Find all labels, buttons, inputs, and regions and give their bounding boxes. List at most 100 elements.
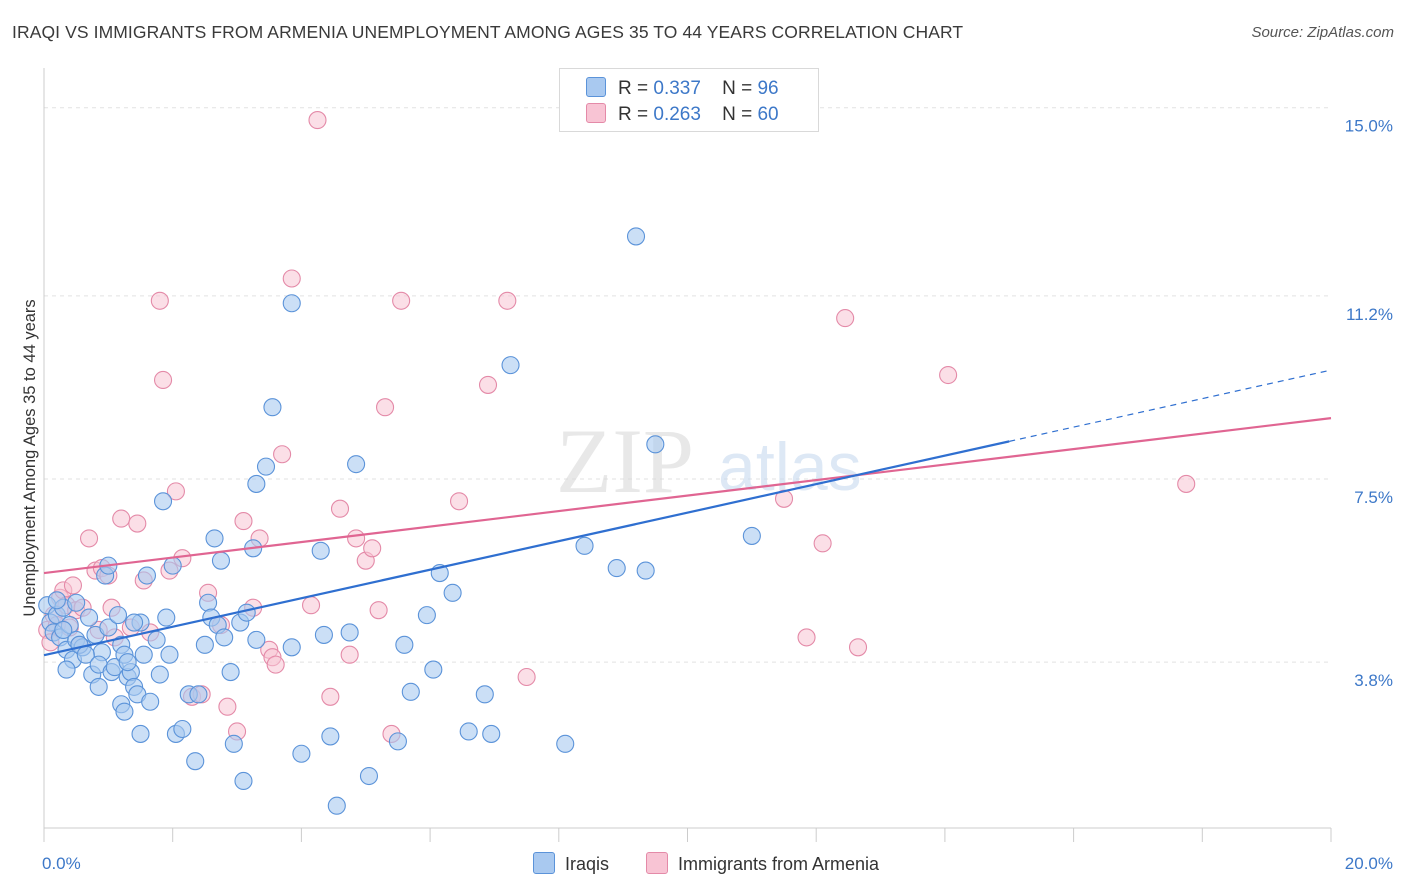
armenia-point <box>112 509 131 528</box>
legend-r-label: R = <box>618 104 649 125</box>
iraqis-point <box>195 635 214 654</box>
x-tick-label: 20.0% <box>1345 854 1393 873</box>
iraqis-point <box>157 608 176 627</box>
iraqis-point <box>199 593 218 612</box>
legend-r-value: 0.263 <box>653 104 701 125</box>
iraqis-point <box>388 732 407 751</box>
armenia-point <box>166 482 185 501</box>
armenia-point <box>273 445 292 464</box>
armenia-point <box>266 655 285 674</box>
iraqis-point <box>340 623 359 642</box>
iraqis-point <box>247 630 266 649</box>
armenia-point <box>836 309 855 328</box>
iraqis-point <box>443 583 462 602</box>
x-tick-label: 0.0% <box>42 854 81 873</box>
iraqis-point <box>189 685 208 704</box>
armenia-point <box>1177 474 1196 493</box>
iraqis-point <box>89 677 108 696</box>
source-label: Source: ZipAtlas.com <box>1251 24 1394 41</box>
tick-labels: 3.8% 7.5% 11.2% 15.0% 0.0% 20.0% <box>42 117 1393 873</box>
legend-r-label: R = <box>618 78 649 99</box>
iraqis-point <box>575 536 594 555</box>
iraqis-point <box>626 227 646 246</box>
iraqis-point <box>401 682 420 701</box>
legend-n-value: 96 <box>757 78 779 99</box>
legend-row-armenia: R = 0.263 N = 60 <box>586 103 779 127</box>
armenia-point <box>330 499 350 518</box>
legend: R = 0.337 N = 96 R = 0.263 N = 60 <box>559 68 819 132</box>
armenia-point <box>478 375 498 394</box>
legend-n-label: N = <box>722 78 753 99</box>
iraqis-point <box>115 702 134 721</box>
iraqis-point <box>160 645 179 664</box>
iraqis-point <box>263 398 282 417</box>
iraqis-point <box>79 608 99 627</box>
armenia-point <box>234 512 253 531</box>
iraqis-point <box>131 724 150 743</box>
iraqis-point <box>118 653 137 672</box>
armenia-point <box>450 492 469 511</box>
iraqis-point <box>501 356 520 375</box>
armenia-point <box>308 111 327 130</box>
iraqis-point <box>99 618 118 637</box>
armenia-point <box>150 291 169 310</box>
bottom-legend-armenia: Immigrants from Armenia <box>646 852 879 875</box>
iraqis-point <box>282 638 301 657</box>
axes <box>43 68 1332 842</box>
iraqis-point <box>424 660 443 679</box>
armenia-point <box>340 645 359 664</box>
bottom-legend-swatch-armenia <box>646 852 668 874</box>
iraqis-point <box>636 561 655 580</box>
y-tick-label: 15.0% <box>1345 117 1393 136</box>
armenia-point <box>848 638 868 657</box>
iraqis-point <box>57 660 76 679</box>
iraqis-point <box>215 628 234 647</box>
armenia-point <box>282 269 301 288</box>
iraqis-point <box>125 613 144 632</box>
iraqis-point <box>607 559 626 578</box>
iraqis-point <box>347 455 366 474</box>
armenia-point <box>218 697 237 716</box>
iraqis-trend-line <box>43 440 1010 657</box>
iraqis-point <box>54 620 73 640</box>
armenia-point <box>498 291 517 310</box>
iraqis-point <box>173 719 192 739</box>
legend-swatch-armenia <box>586 103 606 123</box>
armenia-point <box>369 601 388 620</box>
armenia-point <box>813 534 832 553</box>
armenia-trend-line <box>43 417 1332 575</box>
armenia-point <box>153 370 173 390</box>
legend-n-value: 60 <box>757 104 779 125</box>
iraqis-point <box>47 591 66 610</box>
armenia-point <box>376 398 395 417</box>
iraqis-point <box>186 752 205 771</box>
bottom-legend-swatch-iraqis <box>533 852 555 874</box>
bottom-legend-label-iraqis: Iraqis <box>565 854 610 874</box>
armenia-point <box>79 529 99 548</box>
armenia-point <box>797 628 816 647</box>
watermark-zip: ZIP <box>556 410 694 512</box>
iraqis-point <box>205 529 224 548</box>
iraqis-point <box>147 630 166 649</box>
iraqis-point <box>256 457 276 476</box>
armenia-point <box>347 529 366 548</box>
iraqis-point <box>359 766 379 786</box>
iraqis-point <box>150 665 169 684</box>
iraqis-point <box>327 796 346 815</box>
armenia-point <box>939 365 958 385</box>
armenia-point <box>363 539 382 558</box>
iraqis-point <box>475 685 494 704</box>
iraqis-point <box>646 435 665 454</box>
iraqis-point <box>321 727 340 746</box>
iraqis-point <box>459 722 478 741</box>
iraqis-point <box>234 771 253 791</box>
bottom-legend-label-armenia: Immigrants from Armenia <box>678 854 880 874</box>
iraqis-point <box>163 556 182 575</box>
armenia-point <box>392 291 411 310</box>
legend-row-iraqis: R = 0.337 N = 96 <box>586 77 779 101</box>
iraqis-point <box>67 593 86 612</box>
iraqis-point <box>417 606 436 625</box>
iraqis-point <box>134 645 153 664</box>
armenia-point <box>302 596 321 615</box>
iraqis-point <box>221 663 240 682</box>
